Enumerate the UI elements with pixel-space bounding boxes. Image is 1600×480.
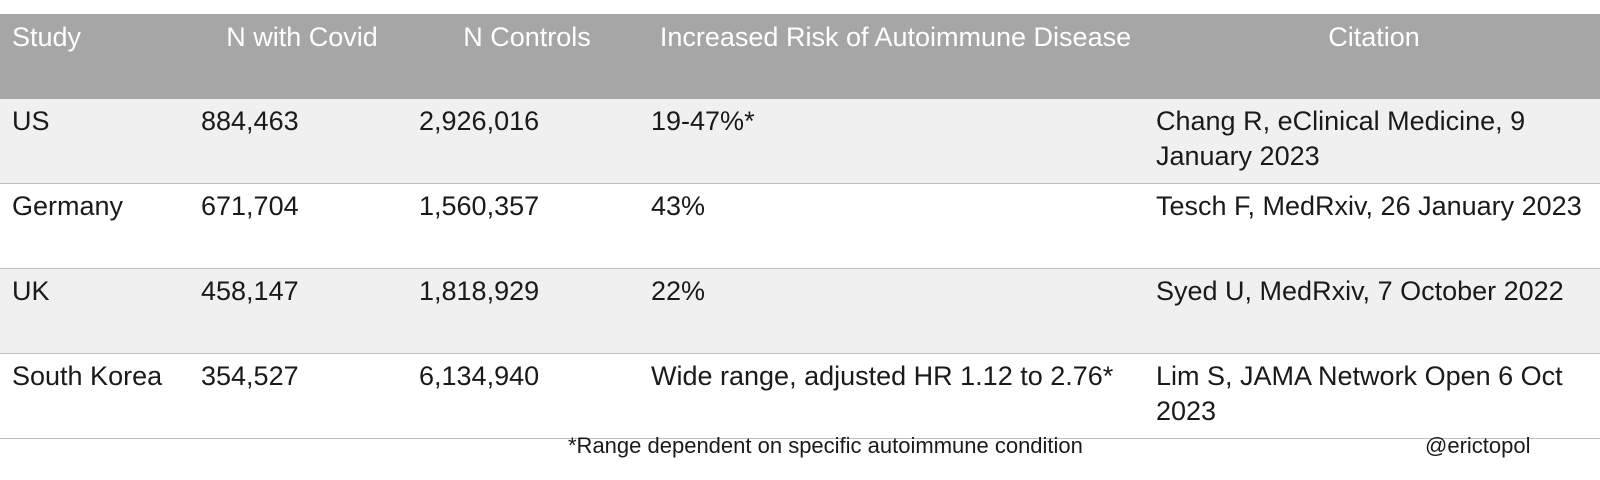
cell-citation: Tesch F, MedRxiv, 26 January 2023 [1148,183,1600,269]
table-row: UK 458,147 1,818,929 22% Syed U, MedRxiv… [0,268,1600,354]
cell-n-controls: 1,560,357 [411,183,643,269]
studies-table: Study N with Covid N Controls Increased … [0,14,1600,439]
table-row: South Korea 354,527 6,134,940 Wide range… [0,353,1600,439]
header-increased-risk: Increased Risk of Autoimmune Disease [643,14,1148,99]
header-citation: Citation [1148,14,1600,99]
cell-n-with-covid: 671,704 [193,183,411,269]
cell-increased-risk: Wide range, adjusted HR 1.12 to 2.76* [643,353,1148,439]
header-row: Study N with Covid N Controls Increased … [0,14,1600,99]
cell-citation: Chang R, eClinical Medicine, 9 January 2… [1148,99,1600,184]
cell-study: UK [0,268,193,354]
cell-study: Germany [0,183,193,269]
cell-n-with-covid: 884,463 [193,99,411,184]
cell-study: South Korea [0,353,193,439]
cell-study: US [0,99,193,184]
cell-citation: Lim S, JAMA Network Open 6 Oct 2023 [1148,353,1600,439]
header-n-controls: N Controls [411,14,643,99]
cell-citation: Syed U, MedRxiv, 7 October 2022 [1148,268,1600,354]
table-row: Germany 671,704 1,560,357 43% Tesch F, M… [0,183,1600,269]
header-n-with-covid: N with Covid [193,14,411,99]
studies-table-container: Study N with Covid N Controls Increased … [0,14,1600,439]
table-header: Study N with Covid N Controls Increased … [0,14,1600,99]
author-credit: @erictopol [1425,433,1531,458]
table-body: US 884,463 2,926,016 19-47%* Chang R, eC… [0,99,1600,439]
cell-n-controls: 6,134,940 [411,353,643,439]
cell-n-with-covid: 458,147 [193,268,411,354]
cell-increased-risk: 19-47%* [643,99,1148,184]
cell-increased-risk: 22% [643,268,1148,354]
header-study: Study [0,14,193,99]
cell-n-controls: 2,926,016 [411,99,643,184]
table-row: US 884,463 2,926,016 19-47%* Chang R, eC… [0,99,1600,184]
cell-n-controls: 1,818,929 [411,268,643,354]
footnote: *Range dependent on specific autoimmune … [568,433,1083,458]
cell-n-with-covid: 354,527 [193,353,411,439]
cell-increased-risk: 43% [643,183,1148,269]
